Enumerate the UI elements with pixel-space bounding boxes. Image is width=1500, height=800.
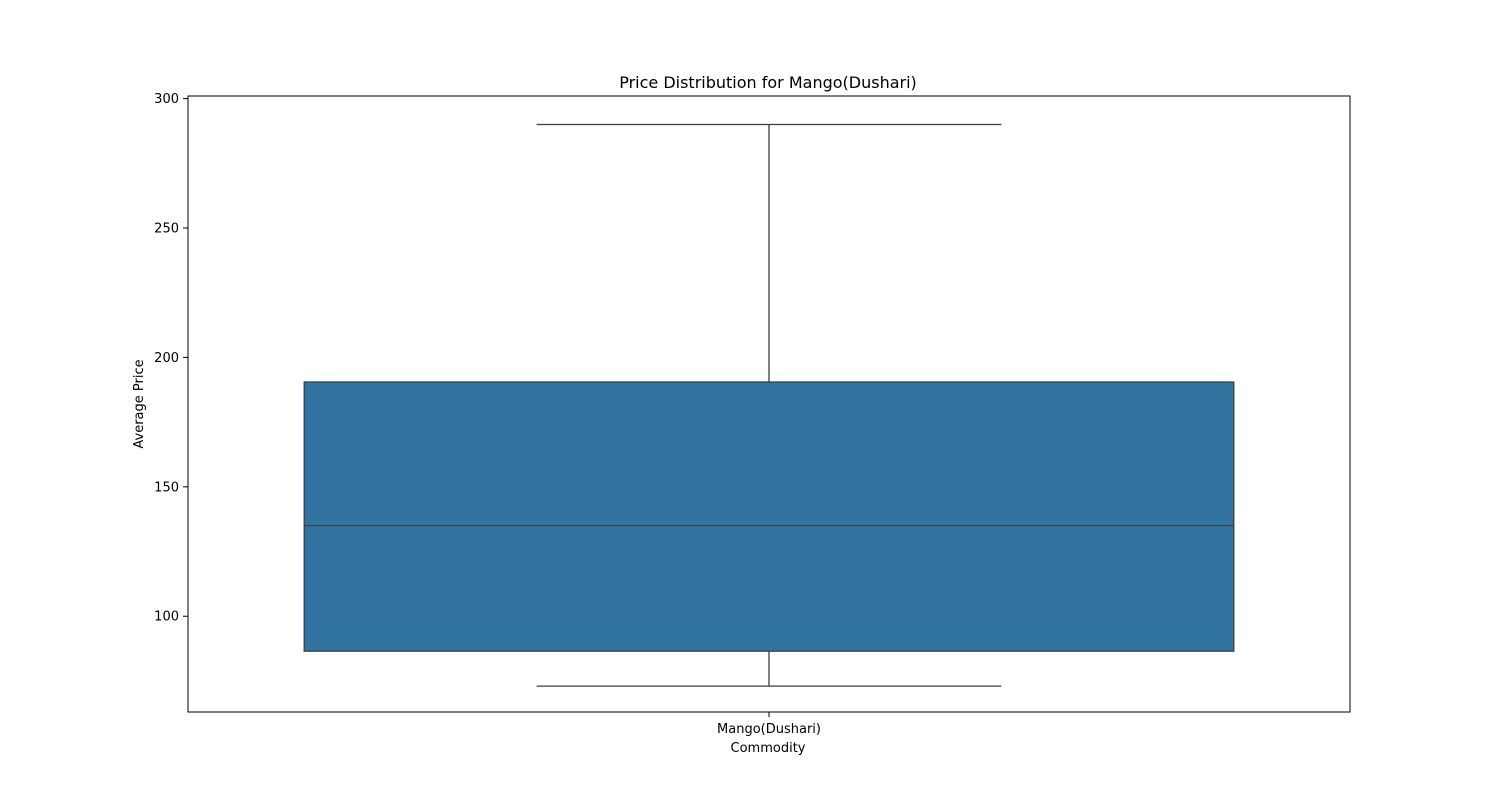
y-tick-label: 100 bbox=[154, 610, 179, 625]
x-tick-label: Mango(Dushari) bbox=[717, 722, 821, 737]
y-tick-label: 300 bbox=[154, 92, 179, 107]
y-tick-label: 150 bbox=[154, 480, 179, 495]
y-tick-label: 200 bbox=[154, 351, 179, 366]
chart-title: Price Distribution for Mango(Dushari) bbox=[619, 73, 917, 92]
y-axis: 100 150 200 250 300 bbox=[154, 92, 188, 625]
y-axis-label: Average Price bbox=[132, 359, 147, 448]
y-tick-label: 250 bbox=[154, 222, 179, 237]
box-group bbox=[303, 123, 1235, 687]
box-series bbox=[303, 123, 1235, 687]
x-axis-label: Commodity bbox=[731, 741, 806, 756]
box-iqr bbox=[303, 381, 1235, 652]
x-axis: Mango(Dushari) bbox=[717, 712, 821, 737]
plot-frame bbox=[187, 95, 1351, 713]
